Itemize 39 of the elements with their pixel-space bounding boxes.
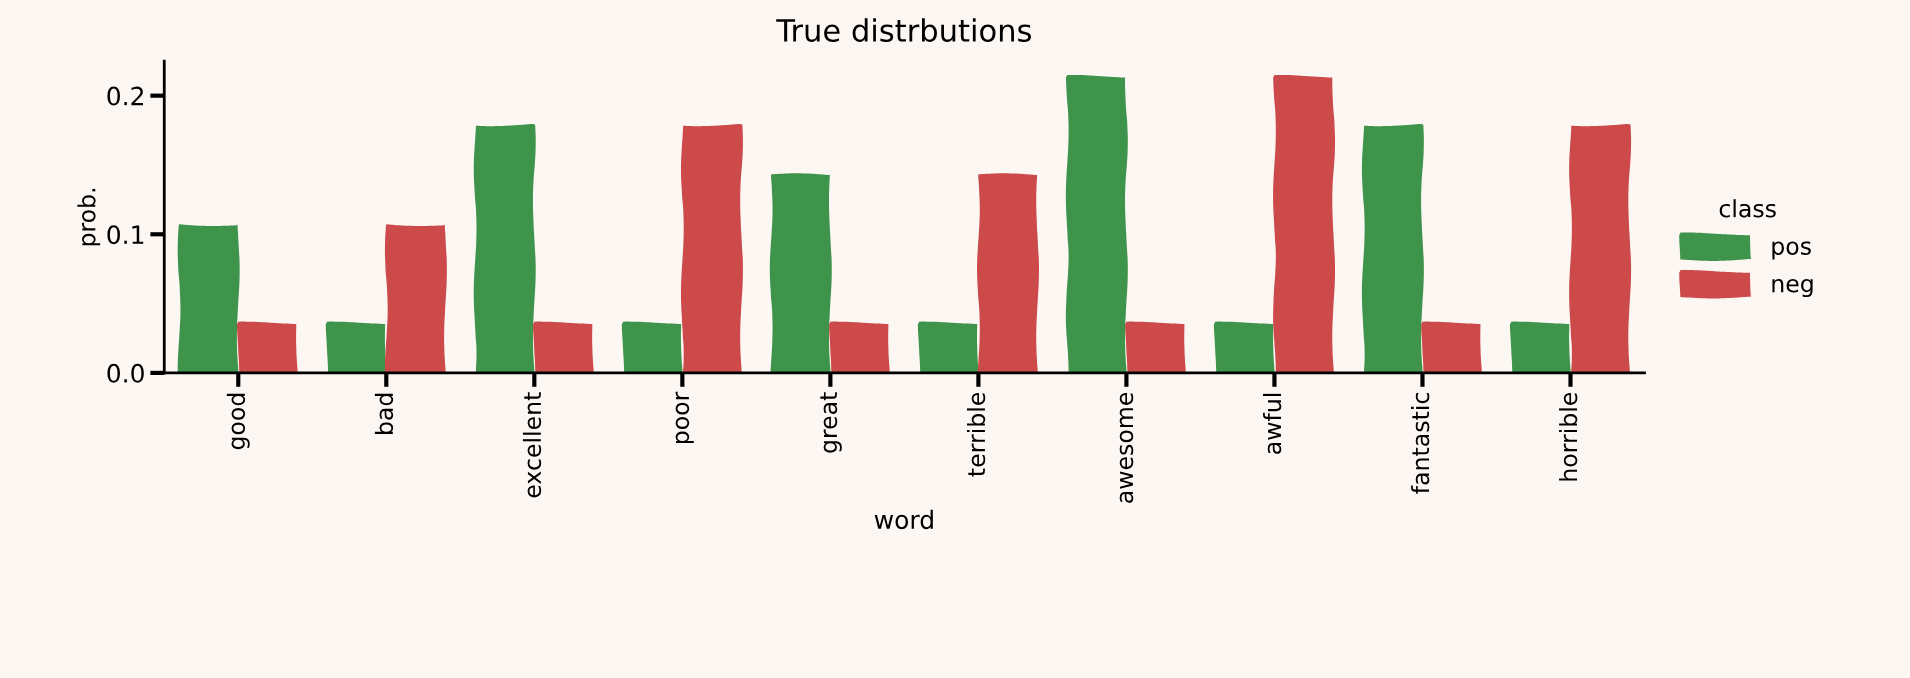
bar (977, 173, 1039, 373)
x-tick-label: poor (675, 391, 694, 444)
x-tick-label: bad (374, 393, 394, 434)
bar (473, 123, 536, 373)
y-tick-label: 0.0 (107, 363, 144, 383)
x-axis-title: word (874, 509, 933, 530)
bar (1509, 321, 1571, 373)
chart-title: True distrbutions (776, 18, 1031, 43)
bar (236, 321, 298, 373)
bar (177, 224, 240, 373)
x-tick-label: excellent (522, 392, 542, 498)
bar (1213, 321, 1275, 373)
bar (829, 321, 890, 373)
bar (532, 321, 594, 373)
bar (384, 224, 447, 373)
x-tick-label: horrible (1559, 392, 1578, 481)
bar (1361, 123, 1424, 373)
y-tick-label: 0.1 (107, 225, 144, 245)
x-tick-label: good (226, 393, 250, 450)
x-tick-label: terrible (966, 392, 986, 477)
bar (680, 123, 743, 373)
x-tick-label: awful (1263, 393, 1282, 454)
bar (621, 321, 683, 373)
legend-label: neg (1772, 278, 1813, 298)
x-tick-label: fantastic (1411, 393, 1430, 494)
y-tick-label: 0.2 (107, 86, 144, 106)
bar (325, 321, 387, 373)
bar (1125, 321, 1186, 373)
legend-title: class (1719, 199, 1776, 218)
y-axis-title: prob. (77, 188, 101, 246)
bar (769, 173, 832, 373)
bar (1569, 123, 1632, 373)
bar (1421, 321, 1482, 373)
bar (1273, 74, 1336, 373)
x-tick-label: great (820, 392, 842, 453)
bar (1065, 74, 1128, 373)
x-tick-label: awesome (1119, 392, 1134, 503)
bar (917, 321, 979, 373)
legend-label: pos (1772, 241, 1811, 260)
